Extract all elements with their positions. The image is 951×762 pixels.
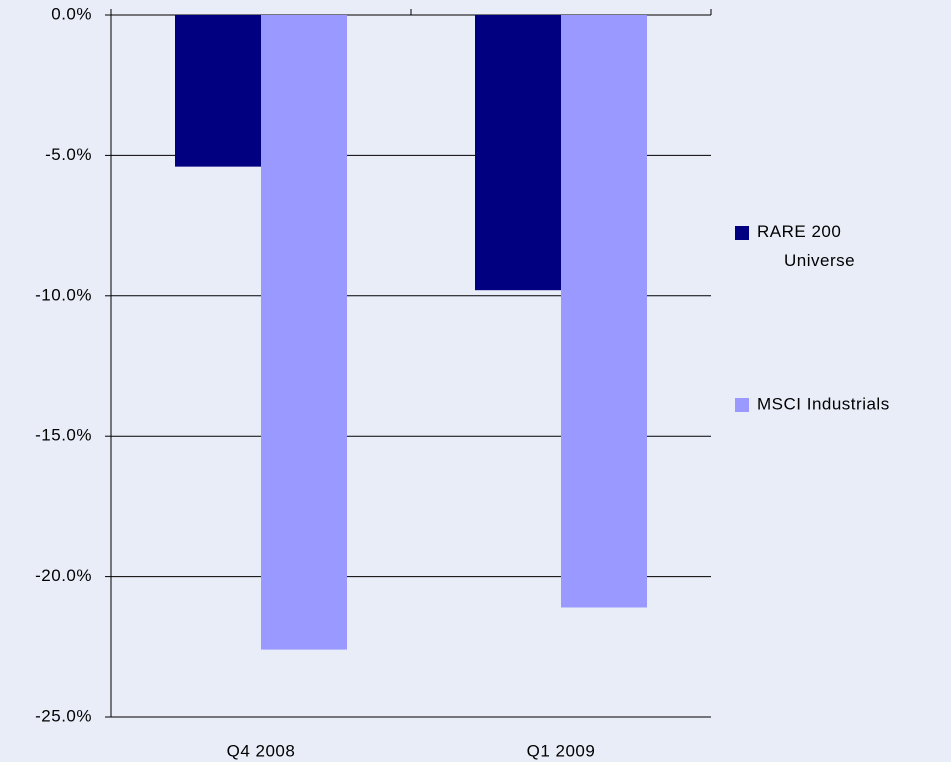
legend-label-line: Universe <box>784 251 855 270</box>
y-tick-label: -20.0% <box>35 566 92 585</box>
legend-swatch <box>735 398 749 412</box>
bar <box>475 15 561 291</box>
x-tick-label: Q4 2008 <box>227 741 296 760</box>
y-tick-label: -10.0% <box>35 285 92 304</box>
bar <box>261 15 347 650</box>
y-tick-label: 0.0% <box>51 4 92 23</box>
legend-label: RARE 200 Universe <box>757 222 855 270</box>
y-tick-label: -5.0% <box>45 145 92 164</box>
legend-label: MSCI Industrials <box>757 394 890 413</box>
x-tick-label: Q1 2009 <box>527 741 596 760</box>
y-tick-label: -25.0% <box>35 706 92 725</box>
y-tick-label: -15.0% <box>35 426 92 445</box>
bar <box>175 15 261 167</box>
legend-label-line: RARE 200 <box>757 222 841 241</box>
bar <box>561 15 647 608</box>
legend-swatch <box>735 226 749 240</box>
